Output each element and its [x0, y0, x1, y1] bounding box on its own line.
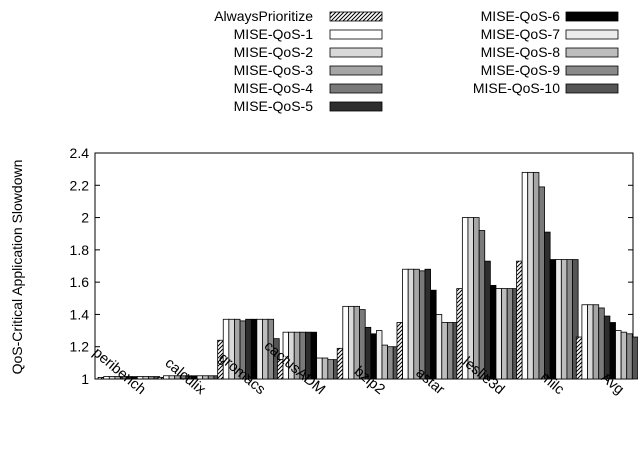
bar	[327, 359, 334, 380]
y-tick-label: 1.8	[70, 242, 90, 258]
bar	[396, 322, 403, 380]
bar	[566, 259, 573, 380]
legend-label: MISE-QoS-7	[481, 26, 561, 42]
legend-label: MISE-QoS-2	[234, 44, 314, 60]
bar	[207, 375, 215, 380]
legend-label: MISE-QoS-9	[481, 62, 561, 78]
bar	[202, 375, 209, 380]
legend-swatch	[329, 101, 383, 112]
legend-swatch	[565, 83, 619, 94]
bar	[620, 331, 628, 380]
bar	[424, 268, 431, 380]
y-tick-label: 2	[81, 210, 89, 226]
bar	[381, 344, 388, 380]
bar	[572, 259, 579, 380]
bar	[430, 289, 437, 380]
bar	[532, 171, 540, 380]
bar	[375, 330, 383, 380]
y-tick-label: 1.6	[70, 274, 90, 290]
bar	[103, 376, 110, 380]
bar	[97, 376, 105, 380]
bar	[598, 307, 605, 380]
bar	[387, 346, 394, 380]
bar	[142, 376, 149, 380]
legend-swatch	[329, 83, 383, 94]
y-axis-label: QoS-Critical Application Slowdown	[9, 160, 25, 375]
bar	[310, 331, 318, 380]
bar	[544, 231, 551, 380]
bar	[321, 357, 329, 380]
x-tick-label: peribench	[90, 345, 149, 398]
legend-swatch	[329, 29, 383, 40]
legend-swatch	[565, 47, 619, 58]
bar	[461, 217, 469, 380]
bar	[418, 270, 426, 380]
bar	[527, 171, 534, 380]
bar	[587, 304, 594, 380]
bar	[446, 322, 454, 380]
legend-label: MISE-QoS-6	[481, 8, 561, 24]
y-tick-label: 1.2	[70, 339, 90, 355]
legend-label: MISE-QoS-5	[234, 98, 314, 114]
bar	[581, 304, 588, 380]
bar	[592, 304, 600, 380]
bar	[560, 259, 568, 380]
bar	[435, 314, 443, 380]
legend: AlwaysPrioritize MISE-QoS-1 MISE-QoS-2 MISE…	[214, 8, 619, 114]
y-tick-label: 2.2	[70, 177, 90, 193]
bar	[501, 288, 508, 380]
bar	[555, 259, 562, 380]
legend-swatch	[565, 11, 619, 22]
legend-swatch	[329, 47, 383, 58]
bar	[489, 284, 497, 380]
bar	[273, 338, 280, 380]
legend-label: MISE-QoS-10	[473, 80, 560, 96]
bar	[157, 376, 164, 380]
bar	[250, 318, 258, 380]
legend-swatch	[329, 11, 383, 22]
bar	[484, 260, 491, 380]
legend-label: MISE-QoS-4	[234, 80, 314, 96]
bar	[336, 347, 344, 380]
legend-label: MISE-QoS-8	[481, 44, 561, 60]
bar	[609, 322, 616, 380]
legend-swatch	[565, 65, 619, 76]
bar	[342, 305, 349, 380]
y-tick-label: 1	[81, 371, 89, 387]
bar	[163, 375, 170, 380]
bar	[631, 336, 638, 380]
bar	[402, 268, 409, 380]
bar	[549, 259, 557, 380]
bar	[521, 171, 529, 380]
bar	[506, 288, 514, 380]
bar	[347, 305, 355, 380]
legend-swatch	[565, 29, 619, 40]
y-tick-label: 1.4	[70, 306, 90, 322]
bar	[538, 186, 545, 380]
legend-label: MISE-QoS-1	[234, 26, 314, 42]
bar	[615, 330, 622, 380]
bar	[413, 268, 420, 380]
bar	[478, 230, 486, 380]
bar	[473, 217, 480, 380]
bar	[516, 260, 523, 380]
legend-swatch	[329, 65, 383, 76]
y-tick-label: 2.4	[70, 145, 90, 161]
legend-label: AlwaysPrioritize	[214, 8, 313, 24]
bar	[407, 268, 415, 380]
bar	[626, 333, 633, 380]
bar	[441, 322, 448, 380]
bar	[495, 288, 502, 380]
bar	[575, 336, 583, 380]
legend-label: MISE-QoS-3	[234, 62, 314, 78]
bar	[148, 376, 155, 380]
